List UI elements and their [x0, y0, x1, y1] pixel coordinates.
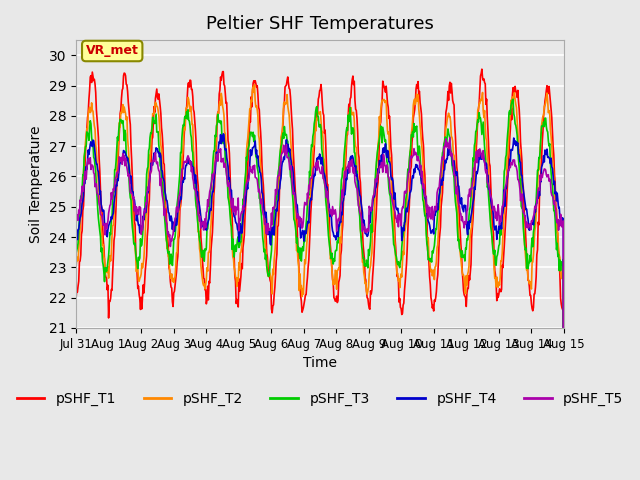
pSHF_T1 [207, 264, 214, 270]
pSHF_T5 [72, 222, 80, 228]
pSHF_T2 [81, 147, 89, 153]
pSHF_T2 [251, 82, 259, 88]
pSHF_T4 [220, 131, 227, 137]
Line: pSHF_T5: pSHF_T5 [76, 137, 564, 480]
pSHF_T2 [394, 270, 401, 276]
Legend: pSHF_T1, pSHF_T2, pSHF_T3, pSHF_T4, pSHF_T5: pSHF_T1, pSHF_T2, pSHF_T3, pSHF_T4, pSHF… [11, 386, 629, 412]
pSHF_T5 [379, 169, 387, 175]
pSHF_T3 [207, 189, 214, 195]
pSHF_T4 [207, 206, 214, 212]
pSHF_T1 [478, 66, 486, 72]
Y-axis label: Soil Temperature: Soil Temperature [29, 125, 43, 243]
pSHF_T5 [446, 134, 454, 140]
Title: Peltier SHF Temperatures: Peltier SHF Temperatures [206, 15, 434, 33]
pSHF_T2 [180, 128, 188, 133]
pSHF_T1 [131, 222, 139, 228]
pSHF_T5 [393, 219, 401, 225]
pSHF_T1 [379, 78, 387, 84]
pSHF_T4 [180, 176, 188, 182]
pSHF_T2 [207, 228, 214, 234]
pSHF_T2 [131, 244, 139, 250]
pSHF_T1 [180, 125, 188, 131]
pSHF_T1 [72, 296, 80, 301]
pSHF_T3 [379, 124, 387, 130]
Line: pSHF_T1: pSHF_T1 [76, 69, 564, 480]
pSHF_T4 [72, 230, 80, 236]
pSHF_T4 [81, 181, 89, 187]
Line: pSHF_T4: pSHF_T4 [76, 134, 564, 480]
X-axis label: Time: Time [303, 356, 337, 370]
pSHF_T3 [180, 115, 188, 120]
Text: VR_met: VR_met [86, 45, 139, 58]
Line: pSHF_T3: pSHF_T3 [76, 99, 564, 480]
pSHF_T5 [207, 186, 214, 192]
pSHF_T5 [81, 168, 89, 174]
Line: pSHF_T2: pSHF_T2 [76, 85, 564, 480]
pSHF_T4 [394, 205, 401, 211]
pSHF_T3 [81, 149, 89, 155]
pSHF_T4 [380, 145, 387, 151]
pSHF_T5 [180, 159, 188, 165]
pSHF_T3 [393, 259, 401, 264]
pSHF_T1 [81, 165, 89, 171]
pSHF_T1 [393, 274, 401, 279]
pSHF_T2 [380, 96, 387, 102]
pSHF_T3 [131, 240, 139, 246]
pSHF_T5 [131, 203, 139, 208]
pSHF_T3 [509, 96, 517, 102]
pSHF_T3 [72, 251, 80, 256]
pSHF_T4 [131, 203, 139, 209]
pSHF_T2 [72, 264, 80, 269]
